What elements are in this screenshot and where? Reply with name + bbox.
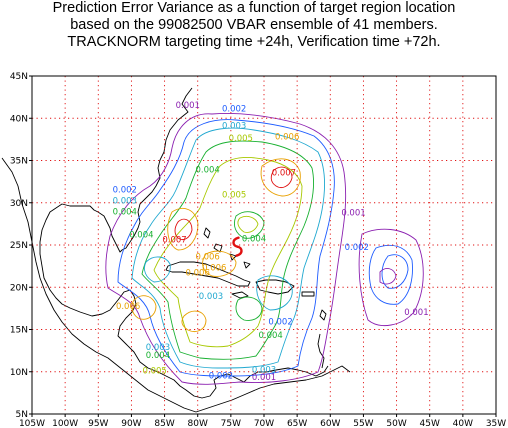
y-tick-label: 30N: [10, 199, 28, 209]
contour-label: 0.004: [258, 331, 282, 341]
x-tick-label: 65W: [287, 419, 307, 428]
x-tick-label: 60W: [320, 419, 340, 428]
y-tick-label: 10N: [10, 368, 28, 378]
contour-label: 0.004: [242, 235, 266, 245]
title-line-1: Prediction Error Variance as a function …: [52, 0, 456, 16]
contour-label: 0.002: [268, 317, 292, 327]
x-tick-label: 40W: [453, 419, 473, 428]
contour-label: 0.006: [116, 302, 140, 312]
variance-contours: [105, 113, 424, 385]
lat-lon-grid: [32, 76, 496, 414]
contour-label: 0.004: [113, 208, 137, 218]
axis-ticks: 105W 100W 95W 90W 85W 80W 75W 70W 65W 60W 55W 50W 45…: [10, 72, 506, 428]
map-title: Prediction Error Variance as a function …: [0, 0, 508, 51]
contour-label: 0.002: [222, 104, 246, 114]
contour-label: 0.001: [252, 373, 276, 383]
contour-label: 0.002: [345, 243, 369, 253]
contour-label: 0.006: [195, 252, 219, 262]
contour-label: 0.006: [202, 263, 226, 273]
y-tick-label: 45N: [10, 72, 28, 82]
coastline: [1, 87, 351, 413]
hurricane-icon: [232, 236, 243, 257]
contour-label: 0.003: [199, 292, 223, 302]
x-tick-label: 85W: [154, 419, 174, 428]
x-tick-label: 90W: [121, 419, 141, 428]
contour-label: 0.006: [186, 268, 210, 278]
x-tick-label: 105W: [19, 419, 45, 428]
contour-label: 0.007: [162, 235, 186, 245]
y-tick-label: 40N: [10, 114, 28, 124]
contour-label: 0.006: [275, 132, 299, 142]
x-tick-label: 70W: [254, 419, 274, 428]
x-tick-label: 50W: [386, 419, 406, 428]
y-tick-label: 15N: [10, 326, 28, 336]
contour-label: 0.003: [113, 197, 137, 207]
y-tick-label: 25N: [10, 241, 28, 251]
contour-label: 0.004: [195, 165, 219, 175]
x-tick-label: 95W: [88, 419, 108, 428]
contour-label: 0.005: [142, 366, 166, 376]
x-tick-label: 55W: [353, 419, 373, 428]
x-tick-label: 35W: [486, 419, 506, 428]
title-line-3: TRACKNORM targeting time +24h, Verificat…: [67, 34, 441, 50]
contour-label: 0.003: [222, 121, 246, 131]
x-tick-label: 75W: [221, 419, 241, 428]
contour-label: 0.005: [229, 134, 253, 144]
x-tick-label: 80W: [188, 419, 208, 428]
contour-label: 0.005: [222, 191, 246, 201]
contour-label: 0.004: [146, 351, 170, 361]
contour-label: 0.002: [209, 372, 233, 382]
contour-label: 0.001: [176, 101, 200, 111]
contour-label: 0.007: [272, 169, 296, 179]
contour-label: 0.004: [129, 230, 153, 240]
x-tick-label: 45W: [420, 419, 440, 428]
contour-label: 0.001: [404, 308, 428, 318]
plot-frame: [31, 75, 497, 415]
y-tick-label: 35N: [10, 157, 28, 167]
contour-label: 0.003: [146, 343, 170, 353]
contour-label: 0.001: [341, 208, 365, 218]
y-tick-label: 20N: [10, 283, 28, 293]
contour-label: 0.002: [113, 186, 137, 196]
y-tick-label: 5N: [16, 410, 28, 420]
title-line-2: based on the 99082500 VBAR ensemble of 4…: [70, 17, 438, 33]
x-tick-label: 100W: [52, 419, 78, 428]
contour-label: 0.003: [252, 366, 276, 376]
